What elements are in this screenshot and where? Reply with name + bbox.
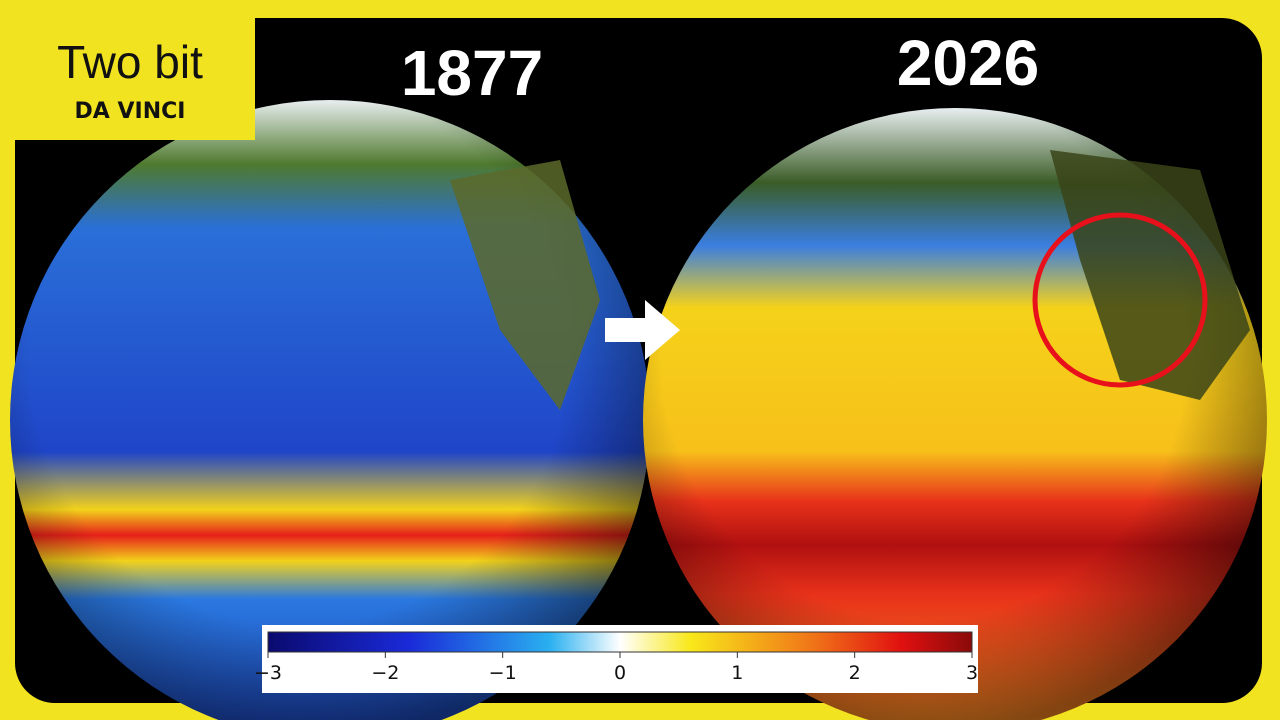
tick-label: −2 (371, 662, 399, 684)
logo-title: Two bit (57, 36, 203, 88)
tick-label: −3 (254, 662, 282, 684)
tick-label: 2 (849, 662, 861, 684)
continent (1050, 150, 1250, 400)
tick-label: 1 (731, 662, 743, 684)
tick-label: −1 (489, 662, 517, 684)
logo-box (0, 0, 255, 140)
panel-label: 1877 (401, 37, 543, 109)
highlight-circle (1032, 212, 1208, 388)
arrow (605, 300, 680, 360)
colorbar (267, 631, 973, 653)
continent (450, 160, 600, 410)
logo-subtitle: DA VINCI (75, 99, 186, 124)
tick-label: 3 (966, 662, 978, 684)
panel-label: 2026 (897, 27, 1039, 99)
colorbar-ticks: −3 −2 −1 0 1 2 3 (254, 652, 978, 684)
tick-label: 0 (614, 662, 626, 684)
